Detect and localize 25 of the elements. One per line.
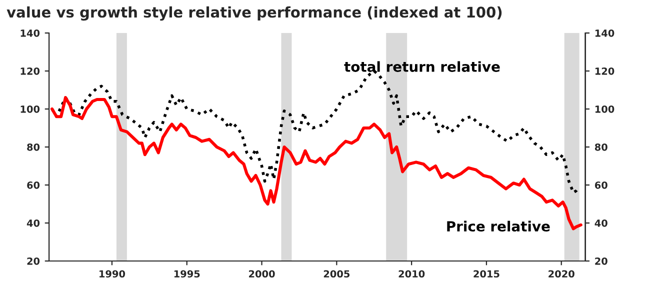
x-tick-label: 1995 xyxy=(174,270,200,278)
x-tick-label: 2020 xyxy=(548,270,574,278)
y2-tick-label: 40 xyxy=(594,219,608,227)
y2-tick-label: 20 xyxy=(595,257,608,265)
x-tick-label: 2000 xyxy=(249,270,275,278)
x-tick-label: 2005 xyxy=(324,270,350,278)
y-tick-label: 40 xyxy=(26,219,40,227)
y-tick-label: 80 xyxy=(27,143,40,151)
y2-tick-label: 120 xyxy=(595,67,614,75)
y2-tick-label: 80 xyxy=(594,143,608,151)
y-tick-label: 60 xyxy=(27,181,40,189)
y-tick-label: 100 xyxy=(20,105,40,113)
series-label: total return relative xyxy=(344,61,500,72)
y2-tick-label: 100 xyxy=(595,105,614,113)
y-tick-label: 20 xyxy=(27,257,40,265)
y2-tick-label: 140 xyxy=(595,29,614,37)
y2-tick-label: 60 xyxy=(594,181,608,189)
y-tick-label: 140 xyxy=(20,29,40,37)
y-tick-label: 120 xyxy=(20,67,40,75)
x-tick-label: 2015 xyxy=(474,270,500,278)
series-label: Price relative xyxy=(447,220,550,232)
chart-title: value vs growth style relative performance (indexed at 100) xyxy=(6,6,502,21)
x-tick-label: 1990 xyxy=(100,270,126,278)
x-tick-label: 2010 xyxy=(398,270,425,278)
line-series xyxy=(50,96,582,230)
